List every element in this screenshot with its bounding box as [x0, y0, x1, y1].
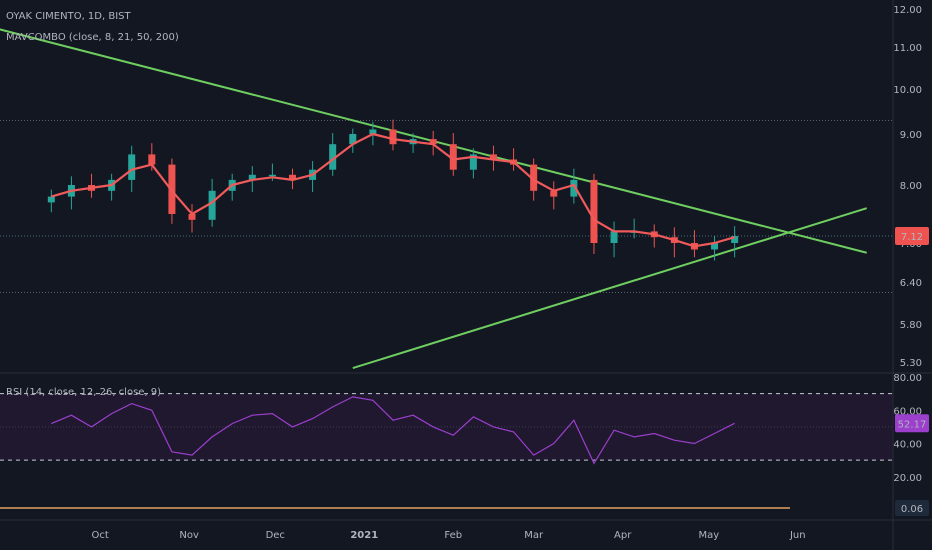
candle-body [610, 231, 618, 243]
time-tick-label: Feb [444, 530, 462, 541]
indicator-legend: MAVCOMBO (close, 8, 21, 50, 200) [6, 32, 179, 43]
candle-body [530, 164, 538, 191]
time-tick-label: Dec [266, 530, 285, 541]
trendline [352, 207, 868, 370]
trendline [0, 28, 867, 254]
candle-body [711, 243, 719, 250]
candle-body [349, 134, 357, 145]
candle-body [188, 214, 196, 220]
candle-body [128, 154, 136, 180]
macd-last-label: 0.06 [901, 504, 923, 515]
candle-body [731, 236, 739, 243]
candle-body [389, 129, 397, 145]
rsi-last-badge [895, 414, 929, 433]
time-tick-label: 2021 [350, 530, 378, 541]
candle-body [268, 174, 276, 177]
symbol-legend: OYAK CIMENTO, 1D, BIST [6, 11, 131, 22]
candle-body [590, 179, 598, 243]
price-tick-label: 5.80 [900, 320, 922, 331]
candle-body [449, 144, 457, 170]
rsi-tick-label: 80.00 [893, 373, 922, 384]
rsi-line [51, 396, 735, 465]
candle-body [570, 179, 578, 197]
candle-body [47, 196, 55, 203]
rsi-legend: RSI (14, close, 12, 26, close, 9) [6, 387, 162, 398]
price-tick-label: 10.00 [893, 85, 922, 96]
time-tick-label: Mar [524, 530, 544, 541]
last-price-badge [895, 227, 929, 246]
rsi-last-label: 52.17 [898, 419, 927, 430]
candle-body [469, 154, 477, 170]
candles-group [47, 119, 739, 261]
price-tick-label: 12.00 [893, 5, 922, 16]
macd-badge [895, 500, 929, 516]
price-tick-label: 5.30 [900, 358, 922, 369]
time-tick-label: Jun [789, 530, 806, 541]
price-tick-label: 9.00 [900, 130, 922, 141]
time-tick-label: Nov [179, 530, 199, 541]
candle-body [248, 174, 256, 180]
candle-body [550, 190, 558, 197]
price-tick-label: 6.40 [900, 278, 922, 289]
candle-body [148, 154, 156, 165]
rsi-tick-label: 40.00 [893, 440, 922, 451]
candle-body [489, 154, 497, 160]
candle-body [288, 174, 296, 180]
rsi-tick-label: 20.00 [893, 473, 922, 484]
candle-body [208, 190, 216, 220]
last-price-label: 7.12 [901, 232, 923, 243]
candle-body [329, 144, 337, 170]
moving-average-line [50, 132, 735, 248]
time-tick-label: May [698, 530, 719, 541]
candle-body [429, 139, 437, 145]
time-tick-label: Oct [91, 530, 108, 541]
rsi-tick-label: 60.00 [893, 406, 922, 417]
price-tick-label: 8.00 [900, 181, 922, 192]
time-tick-label: Apr [614, 530, 632, 541]
candle-body [369, 129, 377, 134]
price-tick-label: 11.00 [893, 43, 922, 54]
